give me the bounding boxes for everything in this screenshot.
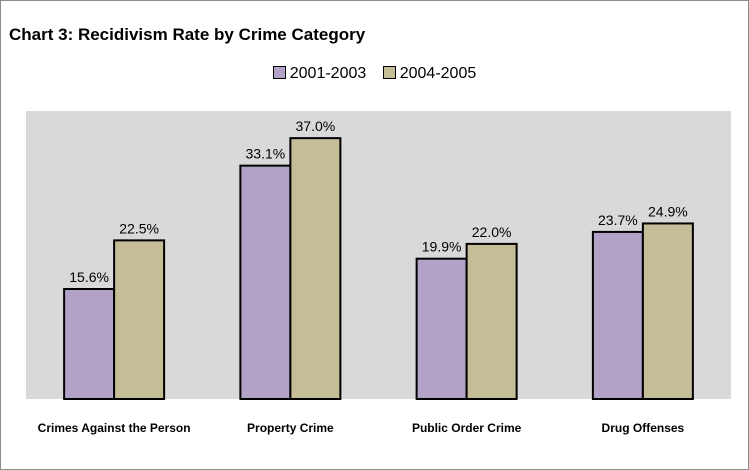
category-label-1: Crimes Against the Person (38, 421, 191, 435)
bar-series-1-cat-1 (63, 288, 116, 400)
data-label-series-2-cat-3: 22.0% (472, 224, 512, 240)
data-label-series-2-cat-1: 22.5% (119, 220, 159, 236)
bar-series-1-cat-3 (415, 257, 468, 400)
chart-title: Chart 3: Recidivism Rate by Crime Catego… (9, 25, 366, 44)
chart-legend: 2001-2003 2004-2005 (1, 65, 748, 83)
bar-series-2-cat-1 (113, 239, 166, 400)
legend-label-series-2: 2004-2005 (399, 65, 477, 82)
category-label-4: Drug Offenses (602, 421, 685, 435)
bar-series-2-cat-4 (641, 222, 694, 400)
legend-item-series-2: 2004-2005 (382, 65, 477, 83)
data-label-series-1-cat-4: 23.7% (598, 212, 638, 228)
bar-series-1-cat-4 (591, 230, 644, 400)
data-label-series-2-cat-4: 24.9% (648, 203, 688, 219)
category-label-2: Property Crime (247, 421, 334, 435)
data-label-series-1-cat-1: 15.6% (69, 269, 109, 285)
data-label-series-2-cat-2: 37.0% (296, 118, 336, 134)
bar-series-1-cat-2 (239, 164, 292, 400)
bar-series-2-cat-2 (289, 137, 342, 400)
bar-series-2-cat-3 (465, 242, 518, 400)
data-label-series-1-cat-2: 33.1% (246, 146, 286, 162)
legend-swatch-series-2 (382, 66, 396, 79)
legend-swatch-series-1 (272, 66, 286, 79)
legend-label-series-1: 2001-2003 (289, 65, 367, 82)
data-label-series-1-cat-3: 19.9% (422, 239, 462, 255)
category-label-3: Public Order Crime (412, 421, 522, 435)
legend-item-series-1: 2001-2003 (272, 65, 367, 83)
